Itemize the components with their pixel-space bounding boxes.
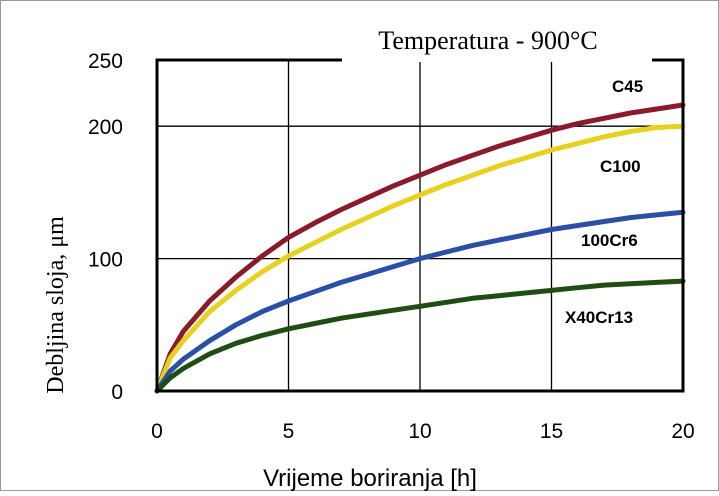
series-line-100cr6 (154, 209, 686, 394)
grid-lines (157, 60, 683, 391)
y-tick-label: 100 (88, 249, 123, 272)
y-axis-label: Debljina sloja, μm (43, 216, 69, 394)
series-line-c100 (154, 123, 686, 394)
x-tick-label: 10 (408, 420, 431, 443)
series-label-x40cr13: X40Cr13 (565, 308, 633, 327)
series-line-c45 (154, 102, 686, 394)
x-tick-label: 5 (283, 420, 295, 443)
title-box (342, 10, 652, 62)
y-tick-label: 200 (88, 116, 123, 139)
x-axis-label: Vrijeme boriranja [h] (263, 465, 477, 491)
series-label-100cr6: 100Cr6 (581, 231, 638, 250)
series-line-x40cr13 (154, 278, 686, 394)
y-tick-label: 250 (88, 50, 123, 73)
series-group (154, 102, 686, 394)
x-tick-label: 15 (540, 420, 563, 443)
chart-title: Temperatura - 900°C (378, 26, 597, 55)
series-label-c100: C100 (600, 157, 641, 176)
series-label-c45: C45 (612, 77, 643, 96)
x-tick-label: 0 (151, 420, 163, 443)
series-labels: C45 C100 100Cr6 X40Cr13 (565, 77, 643, 327)
x-tick-label: 20 (671, 420, 694, 443)
y-tick-label: 0 (111, 381, 123, 404)
